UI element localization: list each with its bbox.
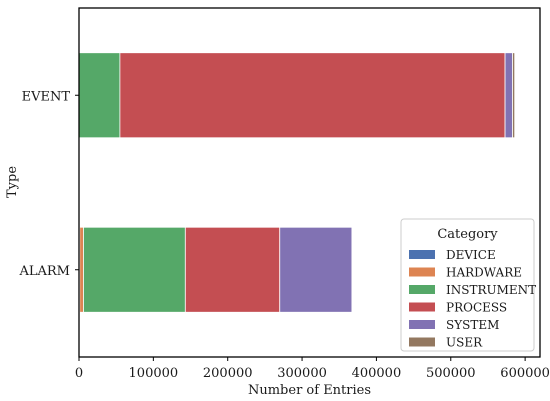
- bar-event-instrument: [78, 52, 121, 139]
- legend-label-hardware: HARDWARE: [446, 266, 522, 280]
- legend-title: Category: [437, 227, 498, 242]
- legend-swatch-instrument: [409, 285, 435, 294]
- x-tick-label: 300000: [277, 366, 327, 381]
- legend-label-system: SYSTEM: [446, 318, 499, 332]
- bar-alarm-instrument: [83, 226, 186, 313]
- bar-alarm-system: [279, 226, 353, 313]
- x-tick-label: 200000: [203, 366, 253, 381]
- bar-alarm-hardware: [79, 226, 84, 313]
- x-tick-label: 0: [75, 366, 83, 381]
- bar-alarm-process: [184, 226, 281, 313]
- legend-label-device: DEVICE: [446, 248, 496, 262]
- bar-event-process: [119, 52, 506, 139]
- x-tick-labels: 0 100000 200000 300000 400000 500000 600000: [75, 357, 550, 381]
- legend-swatch-process: [409, 302, 435, 312]
- y-axis-label: Type: [5, 166, 20, 198]
- legend: Category DEVICE HARDWARE INSTRUMENT PROCESS S…: [400, 218, 536, 352]
- bar-event-user: [512, 52, 516, 139]
- y-tick-label-alarm: ALARM: [18, 264, 70, 279]
- y-tick-label-event: EVENT: [22, 89, 71, 104]
- legend-label-user: USER: [446, 336, 483, 350]
- legend-swatch-hardware: [409, 267, 435, 277]
- x-tick-label: 400000: [352, 366, 402, 381]
- x-tick-label: 600000: [500, 366, 550, 381]
- x-tick-label: 500000: [426, 366, 476, 381]
- plot-frame: [78, 7, 541, 358]
- bar-event-system: [504, 52, 513, 139]
- legend-swatch-system: [409, 320, 435, 329]
- legend-label-process: PROCESS: [446, 301, 507, 315]
- x-axis-label: Number of Entries: [248, 383, 371, 398]
- x-tick-label: 100000: [129, 366, 179, 381]
- legend-swatch-device: [409, 250, 435, 259]
- bars-layer: [78, 52, 516, 313]
- y-tick-labels: EVENT ALARM: [18, 89, 79, 279]
- legend-label-instrument: INSTRUMENT: [446, 283, 536, 297]
- legend-swatch-user: [409, 337, 435, 347]
